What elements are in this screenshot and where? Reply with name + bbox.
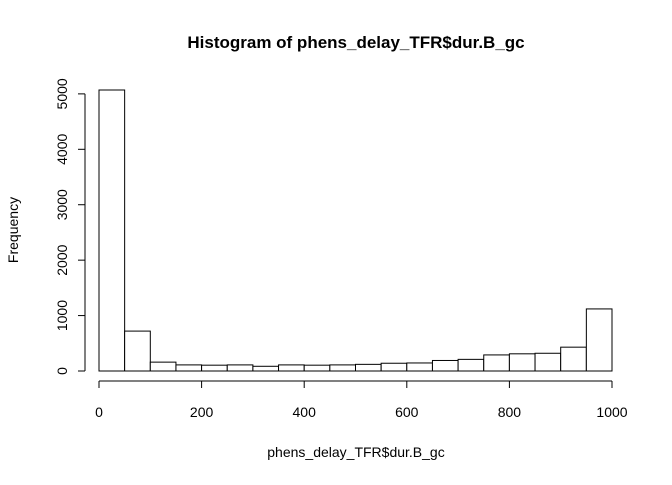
chart-title: Histogram of phens_delay_TFR$dur.B_gc: [187, 33, 524, 52]
x-tick-label: 1000: [596, 404, 627, 420]
histogram-bar: [98, 89, 126, 372]
histogram-bar: [149, 361, 177, 372]
histogram-bar: [278, 364, 305, 372]
histogram-bar: [534, 352, 562, 372]
x-tick-label: 800: [498, 404, 522, 420]
y-tick-label: 3000: [54, 189, 70, 220]
y-tick-label: 5000: [54, 78, 70, 109]
x-tick-label: 200: [190, 404, 214, 420]
y-tick-label: 0: [54, 367, 70, 375]
y-axis-label: Frequency: [5, 197, 21, 263]
y-tick-label: 1000: [54, 300, 70, 331]
y-tick-label: 2000: [54, 244, 70, 275]
x-tick-label: 600: [395, 404, 419, 420]
histogram-bar: [457, 358, 485, 372]
histogram-bar: [252, 365, 280, 372]
histogram-bar: [201, 364, 228, 372]
histogram-bar: [483, 354, 510, 372]
histogram-bar: [226, 364, 254, 372]
x-tick-label: 0: [95, 404, 103, 420]
bars-group: [98, 89, 613, 372]
histogram-bar: [431, 359, 459, 372]
histogram-bar: [380, 362, 408, 372]
y-tick-label: 4000: [54, 134, 70, 165]
histogram-bar: [329, 364, 357, 372]
histogram-bar: [303, 364, 331, 372]
histogram-bar: [355, 363, 382, 372]
histogram-bar: [585, 308, 613, 372]
y-axis: 0 1000 2000 3000 4000 5000: [54, 78, 86, 375]
histogram-bar: [560, 346, 587, 372]
x-tick-label: 400: [293, 404, 317, 420]
histogram-bar: [508, 353, 536, 372]
x-axis-label: phens_delay_TFR$dur.B_gc: [267, 444, 444, 460]
histogram-bar: [175, 364, 203, 372]
histogram-bar: [406, 362, 433, 372]
x-axis: 0 200 400 600 800 1000: [95, 380, 628, 420]
histogram-bar: [124, 330, 151, 372]
